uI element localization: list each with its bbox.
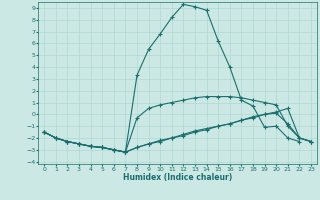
X-axis label: Humidex (Indice chaleur): Humidex (Indice chaleur) bbox=[123, 173, 232, 182]
